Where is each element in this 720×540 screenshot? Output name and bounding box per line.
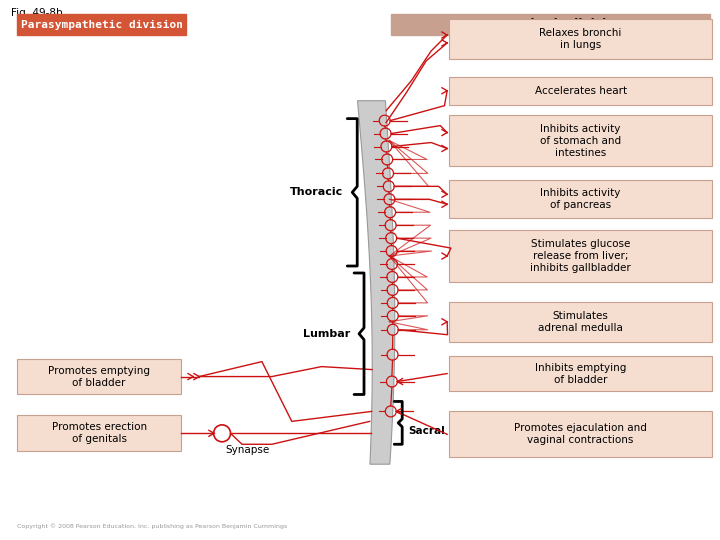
FancyBboxPatch shape [392,14,710,35]
Polygon shape [358,100,395,464]
FancyBboxPatch shape [17,14,186,35]
Text: Fig. 49-8b: Fig. 49-8b [11,8,63,18]
Text: Accelerates heart: Accelerates heart [534,86,626,96]
Text: Promotes emptying
of bladder: Promotes emptying of bladder [48,366,150,388]
Text: Promotes erection
of genitals: Promotes erection of genitals [52,422,147,444]
Text: Promotes ejaculation and
vaginal contractions: Promotes ejaculation and vaginal contrac… [514,423,647,446]
Text: Stimulates glucose
release from liver;
inhibits gallbladder: Stimulates glucose release from liver; i… [530,239,631,273]
Text: Inhibits emptying
of bladder: Inhibits emptying of bladder [535,362,626,384]
FancyBboxPatch shape [17,415,181,451]
Text: Sacral: Sacral [408,426,445,436]
Text: Lumbar: Lumbar [303,329,350,339]
FancyBboxPatch shape [449,19,712,59]
Text: Stimulates
adrenal medulla: Stimulates adrenal medulla [538,311,623,333]
FancyBboxPatch shape [449,230,712,282]
FancyBboxPatch shape [449,114,712,166]
Text: Parasympathetic division: Parasympathetic division [21,19,183,30]
Text: Inhibits activity
of pancreas: Inhibits activity of pancreas [541,188,621,210]
FancyBboxPatch shape [449,180,712,218]
FancyBboxPatch shape [449,411,712,457]
FancyBboxPatch shape [449,356,712,392]
Text: Thoracic: Thoracic [290,187,343,197]
Text: Synapse: Synapse [225,446,269,455]
FancyBboxPatch shape [17,359,181,395]
Text: Inhibits activity
of stomach and
intestines: Inhibits activity of stomach and intesti… [540,124,621,158]
FancyBboxPatch shape [449,77,712,105]
Text: Relaxes bronchi
in lungs: Relaxes bronchi in lungs [539,28,622,50]
FancyBboxPatch shape [449,302,712,342]
Text: Sympathetic division: Sympathetic division [477,18,624,31]
Text: Copyright © 2008 Pearson Education, Inc. publishing as Pearson Benjamin Cummings: Copyright © 2008 Pearson Education, Inc.… [17,523,287,529]
